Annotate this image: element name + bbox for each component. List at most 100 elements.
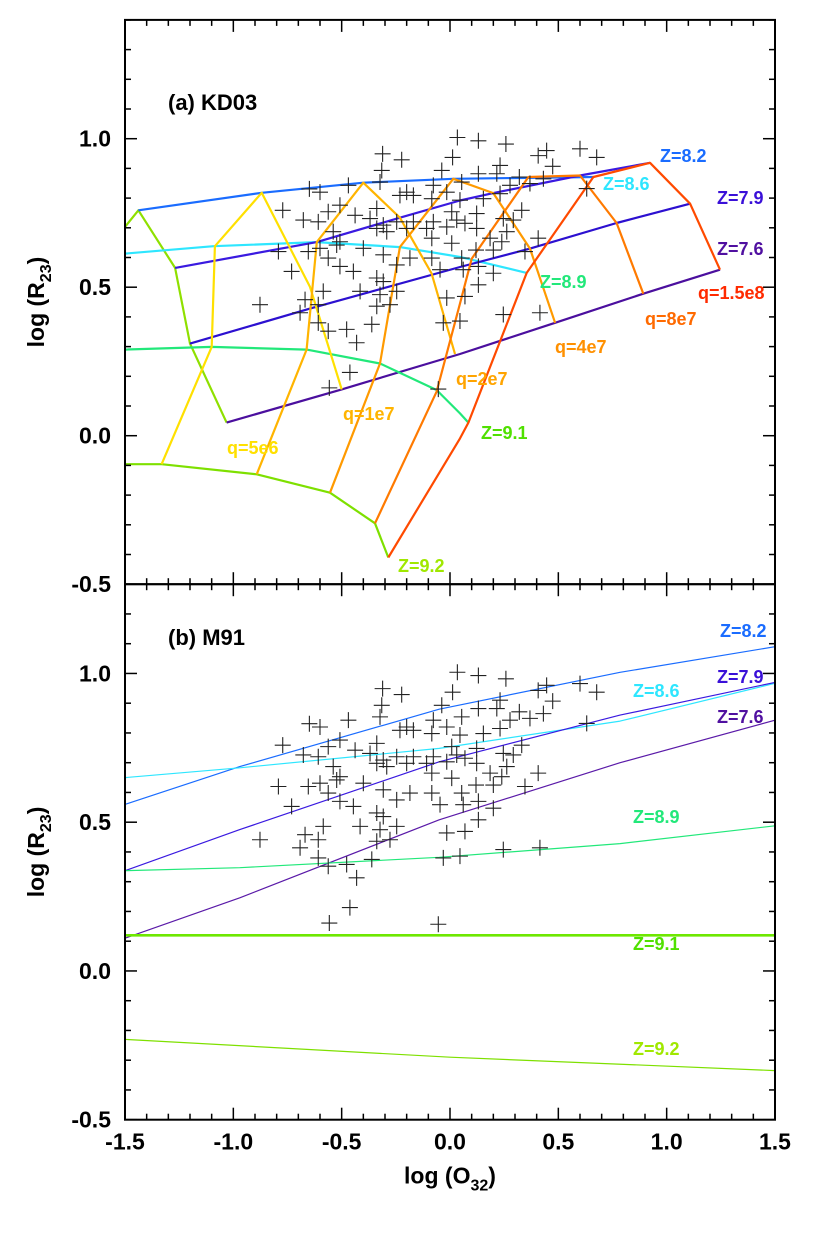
data-point <box>485 265 502 282</box>
data-point <box>423 785 440 802</box>
data-point <box>453 708 470 725</box>
model-line <box>255 181 457 475</box>
data-point <box>578 715 595 732</box>
data-point <box>456 288 473 305</box>
data-point <box>398 755 415 772</box>
data-point <box>513 202 530 219</box>
data-point <box>374 680 391 697</box>
data-point <box>449 129 466 146</box>
data-point <box>320 250 337 267</box>
data-point <box>274 737 291 754</box>
data-point <box>423 190 440 207</box>
data-point <box>438 184 455 201</box>
data-point <box>362 210 379 227</box>
data-point <box>430 916 447 933</box>
data-point <box>310 849 327 866</box>
data-point <box>331 768 348 785</box>
data-point <box>493 768 510 785</box>
data-point <box>451 848 468 865</box>
data-point <box>372 286 389 303</box>
data-point <box>535 705 552 722</box>
data-point <box>453 174 470 191</box>
data-point <box>405 722 422 739</box>
line-label: Z=8.2 <box>720 621 767 641</box>
data-point <box>378 758 395 775</box>
y-axis-label-text: log (R <box>23 832 49 898</box>
data-point <box>453 250 470 267</box>
data-point <box>372 708 389 725</box>
data-point <box>468 220 485 237</box>
data-point <box>362 745 379 762</box>
model-line <box>124 825 776 872</box>
data-point <box>375 781 392 798</box>
model-line <box>189 202 691 345</box>
data-point <box>425 748 442 765</box>
data-point <box>425 712 442 729</box>
data-point <box>488 700 505 717</box>
y-tick-label: -0.5 <box>71 571 111 597</box>
data-point <box>315 283 332 300</box>
data-point <box>511 703 528 720</box>
data-point <box>485 242 502 259</box>
data-point <box>331 732 348 749</box>
data-point <box>492 720 509 737</box>
data-point <box>488 165 505 182</box>
data-point <box>530 765 547 782</box>
x-tick-label: -1.0 <box>214 1129 254 1155</box>
data-point <box>405 213 422 230</box>
data-point <box>375 752 392 769</box>
data-point <box>530 147 547 164</box>
axis-ticks <box>124 583 776 1121</box>
data-point <box>381 831 398 848</box>
x-tick-label: -0.5 <box>322 1129 362 1155</box>
data-point <box>531 839 548 856</box>
data-point <box>398 719 415 735</box>
line-label: Z=7.9 <box>717 188 764 208</box>
data-point <box>497 136 514 153</box>
y-axis-label-close: ) <box>23 807 49 815</box>
data-point <box>368 200 385 217</box>
x-tick-label: -1.5 <box>105 1129 145 1155</box>
data-point <box>433 162 450 179</box>
line-label: Z=8.6 <box>603 174 650 194</box>
data-point <box>418 755 435 772</box>
data-point <box>435 314 452 331</box>
data-point <box>405 187 422 204</box>
data-point <box>295 212 312 229</box>
data-point <box>521 710 538 727</box>
data-point <box>345 798 362 815</box>
data-point <box>368 220 385 237</box>
data-point <box>443 203 460 220</box>
data-point <box>497 670 514 687</box>
data-point <box>391 722 408 739</box>
data-point <box>373 162 390 179</box>
data-point <box>468 755 485 772</box>
data-point <box>451 192 468 209</box>
data-point <box>320 858 337 875</box>
x-tick-label: 0.5 <box>542 1129 574 1155</box>
model-line <box>328 177 557 494</box>
line-label: q=1.5e8 <box>698 283 765 303</box>
data-point <box>492 692 509 709</box>
data-point <box>495 745 512 762</box>
data-point <box>368 804 385 821</box>
data-point <box>470 276 487 293</box>
data-point <box>530 682 547 699</box>
data-point <box>331 258 348 275</box>
data-point <box>372 821 389 838</box>
model-line <box>387 161 722 559</box>
data-point <box>468 205 485 222</box>
data-point <box>270 243 287 260</box>
data-point <box>423 230 440 247</box>
data-point <box>274 202 291 219</box>
data-point <box>393 686 410 703</box>
data-point <box>368 755 385 772</box>
data-point <box>572 140 588 157</box>
data-point <box>347 742 364 759</box>
data-point <box>355 240 372 257</box>
data-point <box>444 149 461 166</box>
data-point <box>297 826 314 843</box>
line-label: Z=8.9 <box>540 272 587 292</box>
data-point <box>338 321 355 338</box>
data-point <box>312 184 328 201</box>
